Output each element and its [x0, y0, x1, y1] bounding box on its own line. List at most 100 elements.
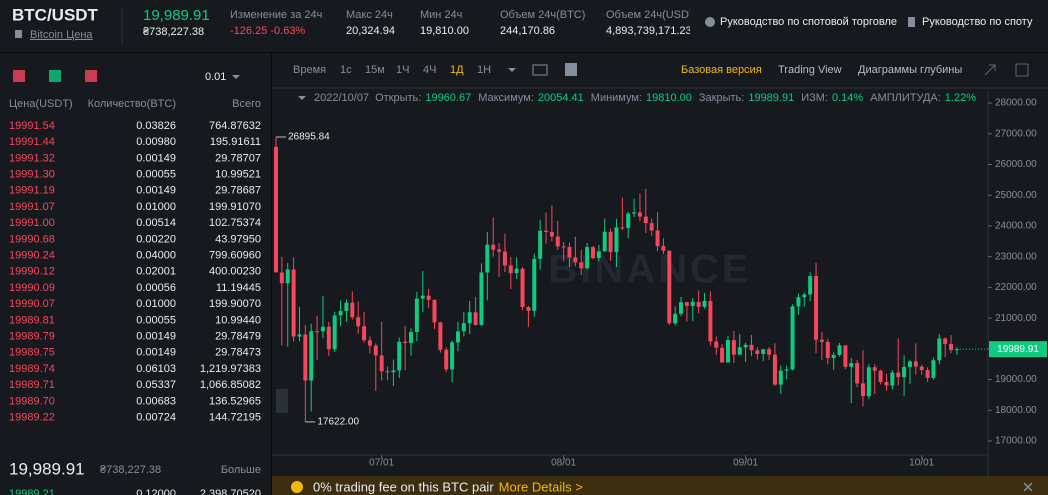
book-cell: 19990.68	[9, 233, 55, 245]
book-cell: 0.01000	[136, 298, 176, 310]
interval[interactable]: 4Ч	[423, 64, 436, 76]
candle-body	[861, 383, 865, 397]
candle-body	[497, 249, 502, 252]
book-mode-icon[interactable]	[13, 70, 25, 82]
book-cell: 29.78707	[215, 152, 261, 164]
candle-body	[902, 366, 907, 378]
interval[interactable]: 15м	[365, 64, 385, 76]
candle-body	[391, 370, 396, 373]
candle-body	[414, 298, 419, 333]
last-price: 19,989.91	[143, 7, 210, 24]
book-cell: 0.00683	[136, 395, 176, 407]
y-tick-label: 18000.00	[995, 405, 1037, 416]
close-icon[interactable]	[1023, 482, 1033, 492]
candle-body	[843, 345, 848, 367]
candle-body	[913, 361, 918, 367]
candle-body	[725, 340, 730, 363]
candle-body	[814, 276, 819, 340]
candle-body	[350, 302, 355, 318]
settings-icon[interactable]	[532, 64, 548, 76]
watermark: BINANCE	[548, 248, 751, 292]
last-price-tag-text: 19989.91	[997, 344, 1039, 355]
candle-body	[420, 295, 425, 299]
interval[interactable]: 1Ч	[396, 64, 409, 76]
candle-body	[303, 334, 308, 381]
candle-body	[409, 332, 414, 344]
candle-body	[514, 268, 519, 274]
info-date: 2022/10/07	[314, 92, 369, 104]
book-mode-icon[interactable]	[49, 70, 61, 82]
book-cell: 19990.09	[9, 282, 55, 294]
book-mode-icon[interactable]	[85, 70, 97, 82]
book-cell: 19990.12	[9, 266, 55, 278]
price-link[interactable]: Bitcoin Цена	[30, 29, 93, 41]
x-tick-label: 08/01	[551, 458, 576, 469]
candle-body	[667, 250, 672, 324]
layout-icon[interactable]	[1015, 63, 1029, 77]
book-last-price: 19,989.91	[9, 459, 85, 478]
candle-body	[485, 244, 490, 273]
stat-label: Мин 24ч	[420, 9, 462, 21]
candle-body	[872, 367, 877, 371]
stat-value: 244,170.86	[500, 25, 555, 37]
info-label: Минимум:	[591, 92, 642, 104]
x-tick-label: 10/01	[909, 458, 934, 469]
candle-body	[444, 349, 449, 370]
candle-body	[373, 345, 378, 356]
dropdown-arrow	[232, 75, 240, 79]
candle-body	[954, 349, 959, 351]
y-tick-label: 21000.00	[995, 313, 1037, 324]
banner-link[interactable]: More Details >	[499, 479, 583, 494]
candle-body	[626, 213, 631, 228]
candle-body	[573, 257, 578, 263]
book-cell: 0.00149	[136, 152, 176, 164]
view-tab[interactable]: Trading View	[778, 64, 842, 76]
book-cell: 0.01000	[136, 201, 176, 213]
candle-body	[749, 344, 754, 351]
y-tick-label: 24000.00	[995, 221, 1037, 232]
book-cell: 19989.21	[9, 488, 55, 495]
book-cell: 0.04000	[136, 250, 176, 262]
candle-body	[855, 363, 860, 384]
interval[interactable]: 1Д	[450, 64, 464, 76]
guide-link[interactable]: Руководство по споту	[922, 16, 1033, 28]
candle-body	[702, 300, 707, 307]
candle-body	[467, 312, 472, 324]
book-cell: 19989.81	[9, 314, 55, 326]
more-link[interactable]: Больше	[221, 464, 261, 476]
interval[interactable]: 1Н	[477, 64, 491, 76]
candle-body	[778, 370, 783, 385]
book-cell: 799.60960	[209, 250, 261, 262]
banner-bg	[272, 476, 1048, 495]
book-cell: 10.99521	[215, 169, 261, 181]
candle-body	[808, 276, 813, 295]
book-cell: 29.78479	[215, 331, 261, 343]
expand-icon[interactable]	[984, 64, 996, 76]
precision[interactable]: 0.01	[205, 71, 226, 83]
book-cell: 195.91611	[210, 136, 261, 148]
time-label: Время	[293, 64, 326, 76]
interval[interactable]: 1с	[340, 64, 352, 76]
guide-link[interactable]: Руководство по спотовой торговле	[720, 16, 897, 28]
order-book: Цена(USDT) Количество(BTC) Всего 19991.54 0.…	[9, 98, 261, 495]
book-cell: 19989.22	[9, 412, 55, 424]
book-cell: 19990.24	[9, 250, 55, 262]
dropdown-arrow	[508, 68, 516, 72]
candle-body	[819, 339, 824, 342]
view-tab[interactable]: Диаграммы глубины	[858, 64, 962, 76]
candle-body	[761, 349, 766, 355]
book-cell: 1,219.97383	[200, 363, 261, 375]
candle-body	[907, 361, 912, 367]
candle-body	[585, 247, 590, 269]
link-icon	[15, 30, 22, 38]
view-tab[interactable]: Базовая версия	[681, 64, 762, 76]
symbol[interactable]: BTC/USDT	[12, 5, 99, 24]
candle-body	[403, 341, 408, 344]
indicator-icon[interactable]	[565, 63, 577, 76]
candle-body	[890, 372, 895, 386]
candle-body	[661, 246, 666, 251]
sidebar-toggle[interactable]	[276, 389, 288, 413]
candle-body	[461, 323, 466, 332]
candle-body	[432, 299, 437, 323]
